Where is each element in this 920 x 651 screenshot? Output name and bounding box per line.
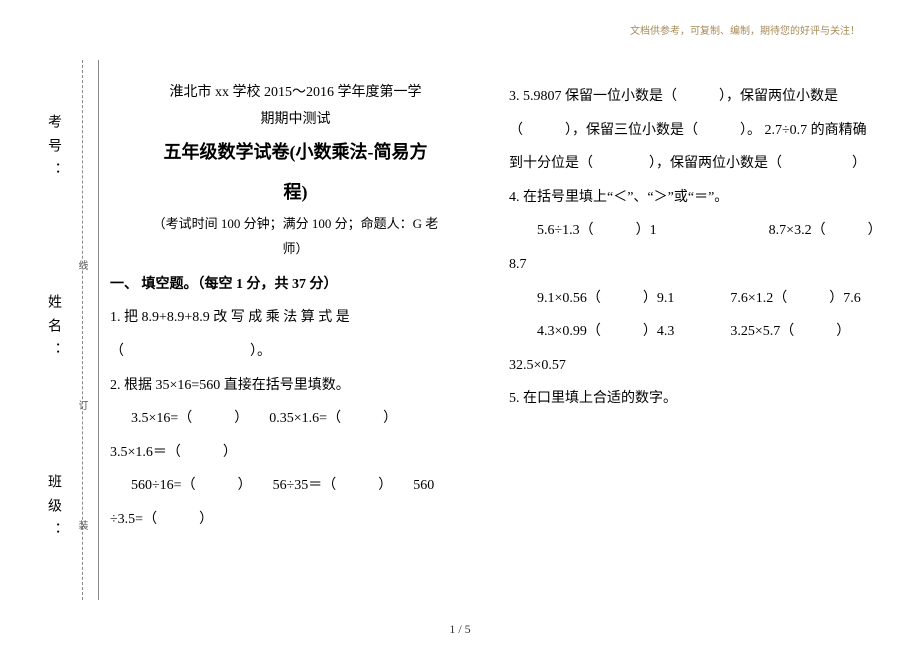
section1-heading: 一、 填空题。（每空 1 分，共 37 分） [110,268,481,302]
header-note: 文档供参考，可复制、编制，期待您的好评与关注！ [630,22,860,37]
question-3: 3. 5.9807 保留一位小数是（ ），保留两位小数是（ ），保留三位小数是（… [509,80,880,181]
title-line2: 期期中测试 [110,107,481,134]
title-main2: 程) [110,173,481,213]
class-label: 班级： [43,474,63,546]
question-1: 1. 把 8.9+8.9+8.9 改 写 成 乘 法 算 式 是（ ）。 [110,301,481,368]
question-2-row-d: ÷3.5=（ ） [110,503,481,537]
name-label: 姓名： [43,294,63,366]
exam-meta1: （考试时间 100 分钟；满分 100 分；命题人：G 老 [110,212,481,237]
exam-body: 淮北市 xx 学校 2015～2016 学年度第一学 期期中测试 五年级数学试卷… [110,80,880,601]
question-4-row-c: 4.3×0.99（ ）4.3 3.25×5.7（ ）32.5×0.57 [509,315,880,382]
binding-sidebar: 考号： 姓名： 班级： [18,60,88,600]
question-5: 5. 在口里填上合适的数字。 [509,382,880,416]
staple-mark: 装 [74,520,89,530]
staple-mark: 订 [74,400,89,410]
question-2: 2. 根据 35×16=560 直接在括号里填数。 [110,369,481,403]
question-2-row-c: 560÷16=（ ） 56÷35＝（ ） 560 [110,469,481,503]
page-number: 1 / 5 [0,622,920,637]
exam-meta2: 师） [110,237,481,262]
question-4-row-a: 5.6÷1.3（ ）1 8.7×3.2（ ）8.7 [509,214,880,281]
staple-mark: 线 [74,260,89,270]
exam-no-label: 考号： [43,114,63,186]
solid-margin-line [98,60,99,600]
question-2-row-b: 3.5×1.6＝（ ） [110,436,481,470]
dashed-fold-line [82,60,83,600]
title-main1: 五年级数学试卷(小数乘法-简易方 [110,133,481,173]
title-block: 淮北市 xx 学校 2015～2016 学年度第一学 期期中测试 五年级数学试卷… [110,80,481,262]
question-4: 4. 在括号里填上“＜”、“＞”或“＝”。 [509,181,880,215]
question-2-row-a: 3.5×16=（ ） 0.35×1.6=（ ） [110,402,481,436]
title-line1: 淮北市 xx 学校 2015～2016 学年度第一学 [110,80,481,107]
question-4-row-b: 9.1×0.56（ ）9.1 7.6×1.2（ ）7.6 [509,282,880,316]
